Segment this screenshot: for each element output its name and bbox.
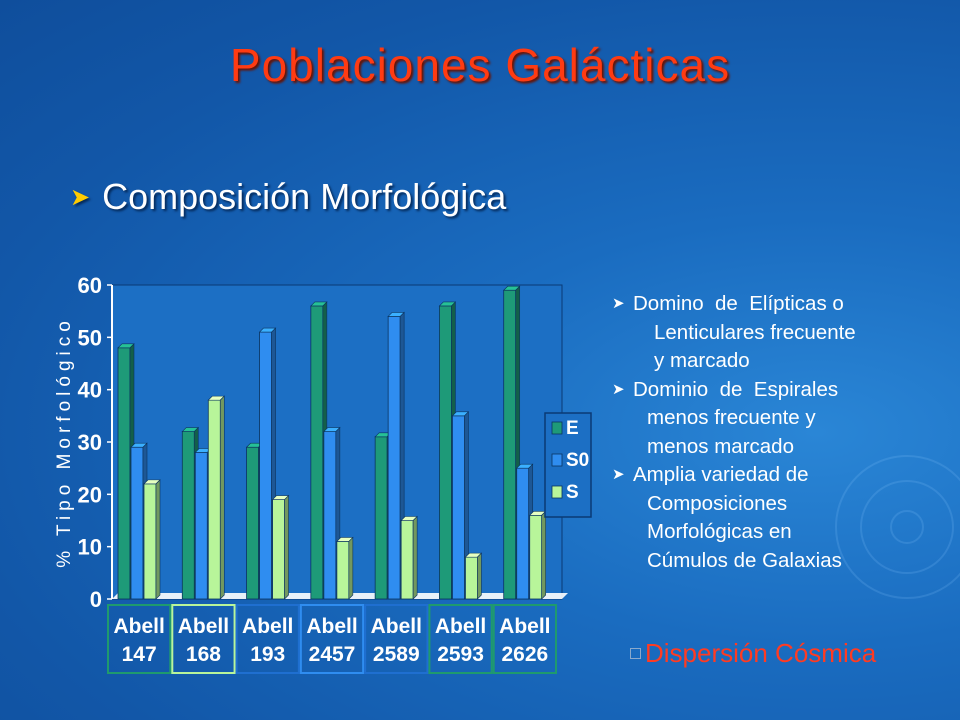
bar-S0	[387, 316, 401, 600]
ripple-decoration	[835, 455, 960, 599]
bar-side-S	[155, 479, 161, 600]
category-label: 147	[122, 643, 157, 666]
arrow-bullet-icon: ➤	[612, 380, 625, 398]
y-tick-label: 10	[78, 535, 102, 560]
slide-subtitle: ➤ Composición Morfológica	[70, 176, 506, 218]
y-tick-label: 0	[90, 587, 102, 612]
bar-E	[374, 436, 388, 600]
bar-S	[465, 556, 478, 600]
y-tick-label: 50	[78, 325, 102, 350]
category-label: Abell	[242, 615, 293, 638]
category-label-box	[171, 604, 236, 674]
bar-S0	[323, 431, 337, 600]
bar-S	[336, 541, 350, 600]
y-tick-label: 20	[78, 482, 102, 507]
bar-S	[207, 399, 221, 600]
bar-E	[310, 305, 324, 600]
subtitle-text: Composición Morfológica	[102, 176, 507, 217]
category-label-box	[428, 604, 493, 674]
y-tick-label: 30	[78, 430, 102, 455]
slide-title: Poblaciones Galácticas	[229, 39, 731, 91]
bar-side-S	[541, 510, 547, 600]
category-label: 193	[250, 643, 285, 666]
category-label: Abell	[435, 615, 486, 638]
bar-E	[439, 305, 452, 600]
bar-S	[529, 514, 543, 600]
category-label-box	[364, 604, 429, 674]
note-line: Dominio de Espirales	[633, 377, 839, 401]
bar-S0	[516, 467, 530, 600]
y-tick-label: 60	[78, 273, 102, 298]
bar-S0	[452, 415, 465, 600]
bar-chart: 0 10 20 30 40 50 60% Tipo Morfológico Abell 147 A…	[54, 273, 592, 674]
note-item: ➤ Amplia variedad de Composiciones Morfo…	[612, 461, 856, 575]
bar-S	[143, 483, 157, 600]
arrow-bullet-icon: ➤	[612, 466, 625, 483]
legend-swatch	[551, 453, 563, 467]
bar-S0	[130, 446, 144, 600]
bar-S0	[259, 331, 272, 600]
note-line: Lenticulares frecuente	[654, 320, 856, 344]
category-label: 168	[186, 643, 221, 666]
bar-E	[246, 446, 259, 600]
note-line: Domino de Elípticas o	[633, 292, 844, 315]
note-line: Composiciones	[647, 491, 788, 515]
footer-label: Dispersión Cósmica	[630, 638, 876, 669]
category-label: Abell	[178, 615, 229, 638]
category-label: 2589	[373, 643, 420, 666]
category-label: Abell	[306, 615, 357, 638]
note-line: Cúmulos de Galaxias	[647, 548, 842, 572]
category-label: Abell	[499, 615, 550, 638]
arrow-bullet-icon: ➤	[70, 184, 91, 211]
category-label: 2593	[437, 643, 484, 666]
bar-S0	[194, 452, 208, 600]
bar-side-S	[219, 395, 225, 600]
ripple-decoration	[890, 510, 924, 544]
footer-text: Dispersión Cósmica	[645, 638, 877, 668]
legend-swatch	[551, 485, 563, 499]
notes-list: ➤ Domino de Elípticas o Lenticulares fre…	[612, 290, 856, 575]
arrow-bullet-icon: ➤	[612, 295, 625, 312]
note-item: ➤ Domino de Elípticas o Lenticulares fre…	[612, 290, 856, 376]
bar-side-S	[348, 536, 354, 600]
note-line: menos marcado	[647, 434, 794, 458]
category-label: 2457	[309, 643, 356, 666]
bar-E	[181, 431, 195, 600]
bar-E	[117, 347, 131, 600]
bar-S	[400, 520, 414, 600]
note-line: y marcado	[654, 349, 750, 372]
bar-S	[272, 499, 285, 600]
category-label: Abell	[113, 615, 164, 638]
checkbox-icon	[630, 648, 641, 659]
note-line: Amplia variedad de	[633, 463, 809, 486]
bar-E	[503, 289, 517, 600]
note-item: ➤ Dominio de Espirales menos frecuente y…	[612, 376, 856, 462]
category-label: Abell	[371, 615, 422, 638]
category-label-box	[299, 604, 365, 674]
category-label-box	[107, 604, 172, 674]
y-axis-label: % Tipo Morfológico	[54, 316, 75, 568]
legend-label: S	[566, 482, 579, 503]
legend-label: S0	[566, 450, 589, 471]
bar-side-S	[284, 494, 289, 600]
note-line: Morfológicas en	[647, 520, 792, 543]
bar-side-S	[477, 552, 482, 600]
category-label: 2626	[501, 643, 548, 666]
y-tick-label: 40	[78, 378, 102, 403]
legend-label: E	[566, 418, 579, 439]
bar-side-S	[412, 515, 418, 600]
note-line: menos frecuente y	[647, 406, 816, 429]
legend-swatch	[551, 421, 563, 435]
category-label-box	[235, 604, 300, 674]
category-label-box	[492, 604, 558, 674]
